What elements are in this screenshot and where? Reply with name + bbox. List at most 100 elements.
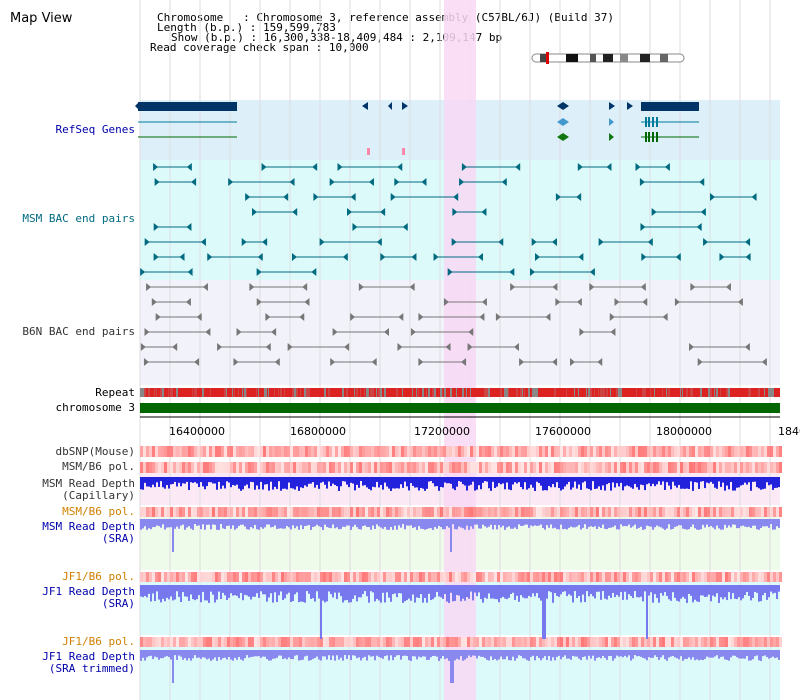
depth-bar xyxy=(708,519,710,527)
depth-bar xyxy=(614,519,616,526)
track-label-msm-b6-pol[interactable]: MSM/B6 pol. xyxy=(62,460,135,473)
heat-cell xyxy=(449,637,452,647)
repeat-bg xyxy=(140,388,780,397)
heat-cell xyxy=(482,446,485,457)
repeat-segment xyxy=(728,388,730,397)
heat-cell xyxy=(143,637,146,647)
track-label-msm-depth-sra[interactable]: MSM Read Depth xyxy=(42,520,135,533)
gene-strand-arrow[interactable] xyxy=(627,102,633,110)
track-label-repeat[interactable]: Repeat xyxy=(95,386,135,399)
heat-cell xyxy=(221,462,224,473)
heat-cell xyxy=(356,462,359,473)
heat-cell xyxy=(257,507,260,517)
heat-cell xyxy=(473,637,476,647)
gene-block[interactable] xyxy=(641,102,699,111)
gene-strand-arrow[interactable] xyxy=(609,133,614,141)
depth-bar xyxy=(402,477,404,488)
depth-bar xyxy=(584,585,586,603)
depth-bar xyxy=(738,477,740,488)
depth-bar xyxy=(180,650,182,657)
depth-bar xyxy=(552,585,554,603)
gene-block[interactable] xyxy=(138,102,237,111)
depth-bar xyxy=(284,585,286,599)
depth-bar xyxy=(404,650,406,656)
depth-bar xyxy=(640,650,642,657)
depth-bar xyxy=(650,585,652,593)
heat-cell xyxy=(725,507,728,517)
depth-bar xyxy=(320,519,322,528)
track-label-msm-bac[interactable]: MSM BAC end pairs xyxy=(22,212,135,225)
gene-strand-arrow[interactable] xyxy=(388,102,392,110)
heat-cell xyxy=(323,572,326,582)
track-label-jf1-depth-trimmed[interactable]: JF1 Read Depth xyxy=(42,650,135,663)
depth-bar xyxy=(702,585,704,596)
gene-strand-arrow[interactable] xyxy=(135,102,139,110)
depth-bar xyxy=(478,585,480,593)
depth-bar xyxy=(416,477,418,488)
depth-bar xyxy=(220,477,222,489)
track-label-dbsnp[interactable]: dbSNP(Mouse) xyxy=(55,445,135,458)
heat-cell xyxy=(749,572,752,582)
track-label-jf1-b6-pol-2[interactable]: JF1/B6 pol. xyxy=(62,635,135,648)
gene-strand-arrow[interactable] xyxy=(557,102,569,110)
heat-cell xyxy=(452,507,455,517)
repeat-track[interactable] xyxy=(140,388,780,397)
heat-cell xyxy=(686,572,689,582)
track-label-refseq-genes[interactable]: RefSeq Genes xyxy=(55,123,135,136)
track-label-b6n-bac[interactable]: B6N BAC end pairs xyxy=(22,325,135,338)
track-label-chromosome[interactable]: chromosome 3 xyxy=(55,401,135,414)
chromosome-ideogram[interactable] xyxy=(531,52,685,64)
gene-strand-arrow[interactable] xyxy=(609,102,615,110)
depth-bar xyxy=(158,650,160,660)
depth-bar xyxy=(192,650,194,659)
heat-cell xyxy=(173,462,176,473)
depth-bar xyxy=(644,519,646,530)
heat-cell xyxy=(779,637,782,647)
gene-exons[interactable] xyxy=(645,117,658,142)
gene-strand-arrow[interactable] xyxy=(362,102,368,110)
track-label-jf1-b6-pol[interactable]: JF1/B6 pol. xyxy=(62,570,135,583)
b6n-bac-pairs[interactable] xyxy=(140,283,767,366)
heat-cell xyxy=(692,637,695,647)
depth-bar xyxy=(772,477,774,490)
depth-bar xyxy=(682,585,684,597)
gene-strand-arrow[interactable] xyxy=(609,118,614,126)
gene-strand-arrow[interactable] xyxy=(557,133,569,141)
track-label-msm-b6-pol-2[interactable]: MSM/B6 pol. xyxy=(62,505,135,518)
depth-bar xyxy=(440,650,442,659)
depth-bar xyxy=(516,650,518,659)
depth-bar xyxy=(716,585,718,594)
heat-cell xyxy=(596,507,599,517)
b6n-bac-pair-end xyxy=(589,283,595,291)
depth-bar xyxy=(742,585,744,599)
heat-cell xyxy=(707,637,710,647)
refseq-genes[interactable] xyxy=(135,102,699,155)
track-label-msm-depth-capillary[interactable]: MSM Read Depth xyxy=(42,477,135,490)
heat-cell xyxy=(158,637,161,647)
depth-bar xyxy=(700,477,702,482)
gene-strand-arrow[interactable] xyxy=(557,118,569,126)
depth-tracks[interactable] xyxy=(140,477,780,683)
heat-cell xyxy=(140,572,143,582)
gene-strand-arrow[interactable] xyxy=(402,102,408,110)
depth-bar xyxy=(648,650,650,658)
heat-cell xyxy=(341,637,344,647)
depth-bar xyxy=(624,519,626,527)
heat-cell xyxy=(164,462,167,473)
depth-bar xyxy=(360,585,362,598)
track-label-jf1-depth-sra[interactable]: JF1 Read Depth xyxy=(42,585,135,598)
heat-cell xyxy=(245,637,248,647)
depth-bar xyxy=(316,477,318,485)
heat-tracks[interactable] xyxy=(140,446,782,647)
msm-bac-pairs[interactable] xyxy=(140,163,757,276)
heat-cell xyxy=(383,462,386,473)
depth-bar xyxy=(412,650,414,657)
depth-bar xyxy=(578,650,580,659)
b6n-bac-pair-end xyxy=(662,313,668,321)
heat-cell xyxy=(650,637,653,647)
heat-cell xyxy=(692,462,695,473)
repeat-segment xyxy=(600,388,602,397)
heat-cell xyxy=(284,462,287,473)
depth-bar xyxy=(292,519,294,526)
